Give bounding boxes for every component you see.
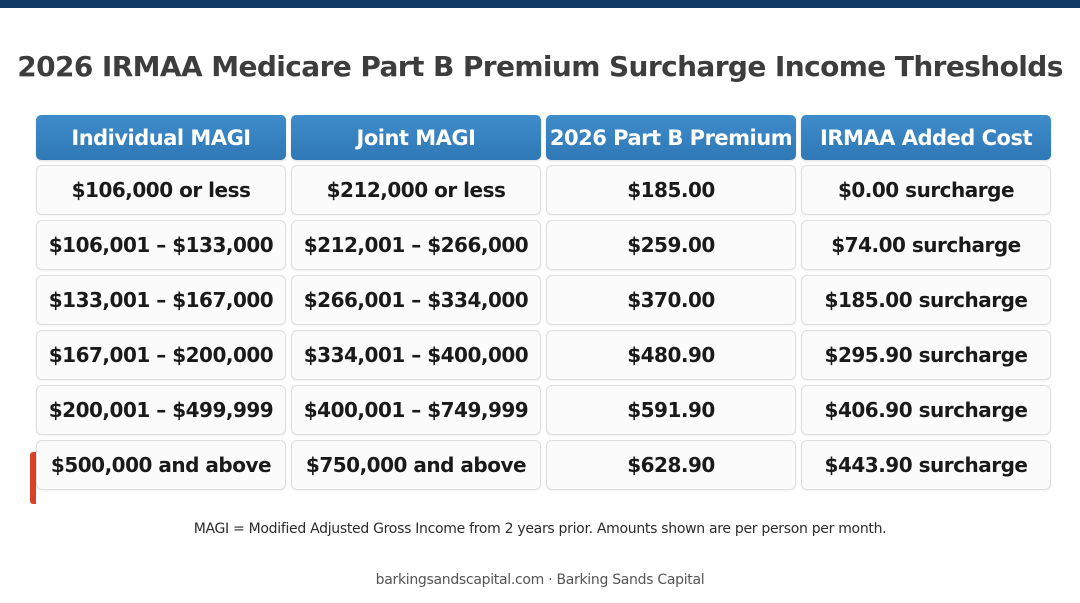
row-3-joint-magi: $266,001 – $334,000 [291,275,541,325]
row-2-joint-magi: $212,001 – $266,000 [291,220,541,270]
row-5-surcharge: $406.90 surcharge [801,385,1051,435]
row-5-premium: $591.90 [546,385,796,435]
header-individual-magi: Individual MAGI [36,115,286,160]
row-4-premium: $480.90 [546,330,796,380]
row-6-surcharge: $443.90 surcharge [801,440,1051,490]
page-title: 2026 IRMAA Medicare Part B Premium Surch… [17,50,1063,83]
top-bracket-marker [30,452,36,504]
row-4-individual-magi: $167,001 – $200,000 [36,330,286,380]
row-1-joint-magi: $212,000 or less [291,165,541,215]
row-6-individual-magi: $500,000 and above [36,440,286,490]
row-2-individual-magi: $106,001 – $133,000 [36,220,286,270]
row-3-surcharge: $185.00 surcharge [801,275,1051,325]
row-1-individual-magi: $106,000 or less [36,165,286,215]
row-6-joint-magi: $750,000 and above [291,440,541,490]
row-3-individual-magi: $133,001 – $167,000 [36,275,286,325]
row-4-surcharge: $295.90 surcharge [801,330,1051,380]
row-3-premium: $370.00 [546,275,796,325]
irmaa-table: Individual MAGI Joint MAGI 2026 Part B P… [36,115,1051,490]
row-1-surcharge: $0.00 surcharge [801,165,1051,215]
row-1-premium: $185.00 [546,165,796,215]
header-joint-magi: Joint MAGI [291,115,541,160]
row-2-premium: $259.00 [546,220,796,270]
row-5-joint-magi: $400,001 – $749,999 [291,385,541,435]
header-irmaa-added-cost: IRMAA Added Cost [801,115,1051,160]
row-2-surcharge: $74.00 surcharge [801,220,1051,270]
row-6-premium: $628.90 [546,440,796,490]
row-4-joint-magi: $334,001 – $400,000 [291,330,541,380]
row-5-individual-magi: $200,001 – $499,999 [36,385,286,435]
header-part-b-premium: 2026 Part B Premium [546,115,796,160]
source-credit: barkingsandscapital.com · Barking Sands … [375,572,705,588]
footnote: MAGI = Modified Adjusted Gross Income fr… [193,521,887,537]
top-accent-bar [0,0,1080,8]
